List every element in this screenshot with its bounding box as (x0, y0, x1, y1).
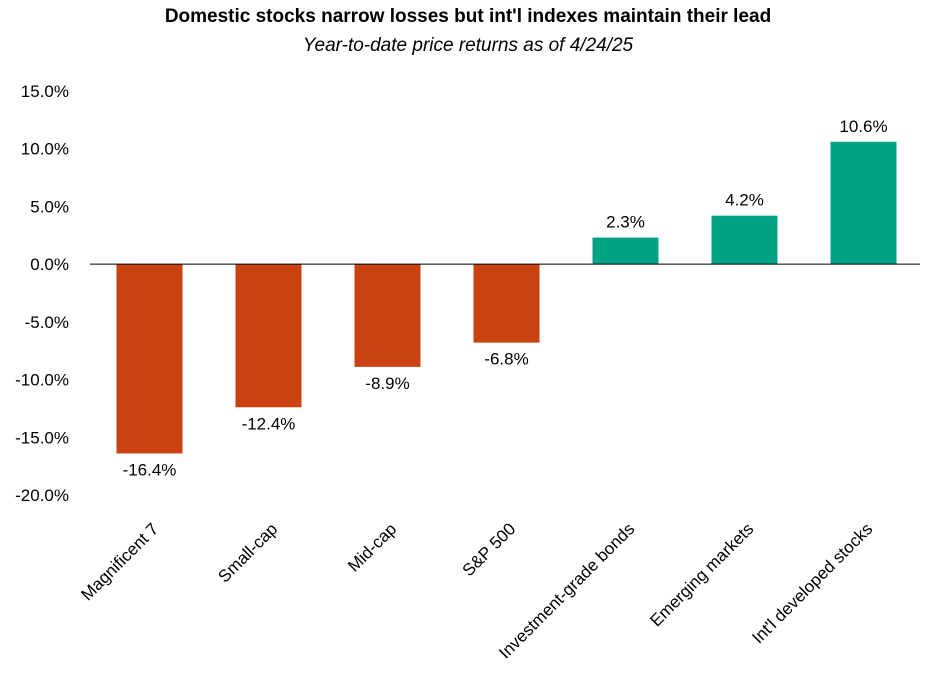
data-label: 4.2% (725, 191, 764, 210)
y-tick-label: -10.0% (15, 371, 69, 390)
category-label: S&P 500 (459, 519, 520, 580)
category-label: Emerging markets (646, 519, 757, 630)
y-tick-label: -5.0% (25, 313, 69, 332)
y-tick-label: 15.0% (21, 82, 69, 101)
y-tick-label: 10.0% (21, 140, 69, 159)
value-labels: -16.4% -12.4% -8.9% -6.8% 2.3% 4.2% 10.6% (123, 117, 888, 480)
y-tick-label: -15.0% (15, 428, 69, 447)
category-label: Mid-cap (344, 519, 400, 575)
bar (830, 141, 897, 265)
y-tick-label: 5.0% (30, 197, 69, 216)
x-axis: Magnificent 7 Small-cap Mid-cap S&P 500Inve… (77, 519, 876, 662)
bar (592, 237, 659, 265)
data-label: 2.3% (606, 213, 645, 232)
data-label: -16.4% (123, 460, 177, 479)
category-label: Small-cap (214, 519, 281, 586)
chart-subtitle: Year-to-date price returns as of 4/24/25 (302, 35, 634, 56)
category-label: Int'l developed stocks (748, 519, 876, 647)
y-axis: 15.0% 10.0% 5.0% 0.0% -5.0% -10.0% -15.0% -20.0… (15, 82, 69, 505)
y-tick-label: -20.0% (15, 486, 69, 505)
bar (354, 264, 421, 367)
category-label: Magnificent 7 (77, 519, 162, 604)
bar (235, 264, 302, 408)
data-label: -6.8% (484, 350, 528, 369)
bar (711, 215, 778, 265)
chart-title: Domestic stocks narrow losses but int'l … (164, 6, 772, 27)
data-label: -12.4% (242, 414, 296, 433)
data-label: 10.6% (839, 117, 887, 136)
bar (116, 264, 183, 454)
y-tick-label: 0.0% (30, 255, 69, 274)
data-label: -8.9% (365, 374, 409, 393)
bar (473, 264, 540, 343)
category-label: Investment-grade bonds (495, 519, 638, 662)
bars (116, 141, 897, 454)
